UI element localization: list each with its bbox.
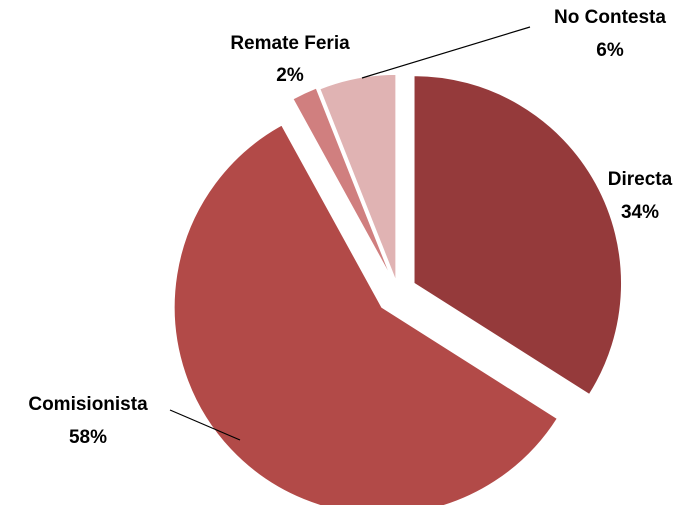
- pie-slice: [318, 73, 397, 283]
- leader-line: [361, 26, 531, 79]
- slice-label: Directa: [608, 169, 673, 190]
- pie-slice: [173, 123, 559, 505]
- slice-value-label: 34%: [621, 202, 659, 223]
- slice-value-label: 2%: [276, 65, 304, 86]
- slice-label: Comisionista: [28, 394, 148, 415]
- slice-value-label: 6%: [596, 40, 624, 61]
- pie-slice: [291, 86, 394, 282]
- slice-label: No Contesta: [554, 7, 666, 28]
- slice-value-label: 58%: [69, 427, 107, 448]
- leader-line: [169, 409, 241, 441]
- slice-label: Remate Feria: [230, 33, 350, 54]
- pie-slice: [413, 74, 623, 396]
